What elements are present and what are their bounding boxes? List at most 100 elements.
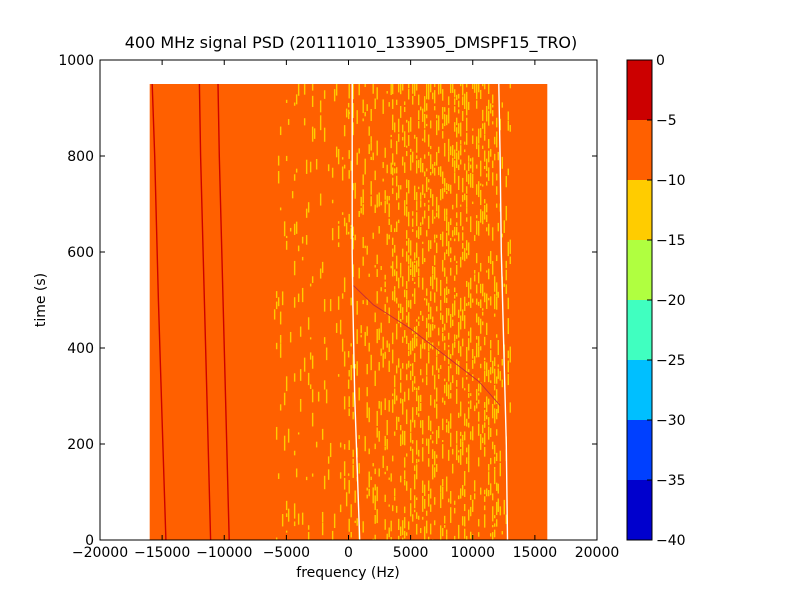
psd-texture xyxy=(378,328,380,340)
psd-texture xyxy=(325,347,328,361)
psd-texture xyxy=(431,365,434,376)
psd-texture xyxy=(443,342,446,351)
psd-texture xyxy=(395,140,398,155)
psd-texture xyxy=(417,459,420,462)
psd-texture xyxy=(291,191,294,199)
psd-texture xyxy=(449,507,452,523)
psd-texture xyxy=(429,145,432,150)
psd-texture xyxy=(399,425,402,431)
psd-texture xyxy=(403,289,406,298)
psd-texture xyxy=(435,347,438,356)
psd-texture xyxy=(481,211,484,221)
psd-texture xyxy=(364,331,366,346)
psd-texture xyxy=(421,516,424,520)
psd-texture xyxy=(411,95,414,105)
psd-texture xyxy=(443,378,446,382)
psd-texture xyxy=(362,300,364,305)
psd-texture xyxy=(275,291,278,298)
psd-texture xyxy=(477,519,480,527)
psd-texture xyxy=(481,311,484,316)
psd-texture xyxy=(331,228,334,241)
psd-texture xyxy=(461,484,464,496)
psd-texture xyxy=(309,352,312,360)
psd-texture xyxy=(463,504,466,512)
psd-texture xyxy=(281,514,284,527)
psd-texture xyxy=(449,238,452,241)
psd-texture xyxy=(463,388,466,391)
psd-texture xyxy=(439,279,442,296)
psd-texture xyxy=(499,371,501,381)
psd-texture xyxy=(427,200,430,203)
psd-texture xyxy=(429,159,432,169)
psd-texture xyxy=(509,239,511,254)
psd-texture xyxy=(405,230,408,239)
psd-texture xyxy=(501,156,503,169)
psd-texture xyxy=(465,535,468,540)
psd-texture xyxy=(376,427,378,438)
psd-texture xyxy=(275,426,278,440)
psd-texture xyxy=(485,173,488,178)
psd-texture xyxy=(411,229,414,232)
psd-texture xyxy=(287,428,290,443)
psd-texture xyxy=(399,368,402,381)
psd-texture xyxy=(376,194,378,208)
psd-texture xyxy=(386,438,388,450)
psd-texture xyxy=(493,456,496,464)
psd-texture xyxy=(441,397,444,403)
signal-trace xyxy=(217,83,230,541)
psd-texture xyxy=(465,240,468,251)
psd-texture xyxy=(390,520,392,532)
psd-texture xyxy=(439,492,442,509)
psd-texture xyxy=(411,293,414,297)
colorbar-tick-label: −10 xyxy=(656,173,686,189)
psd-texture xyxy=(459,84,462,87)
psd-texture xyxy=(405,481,408,491)
psd-texture xyxy=(477,399,480,404)
psd-texture xyxy=(423,526,426,540)
psd-texture xyxy=(479,299,482,309)
psd-texture xyxy=(382,99,384,114)
psd-texture xyxy=(423,298,426,301)
psd-texture xyxy=(409,419,412,432)
psd-texture xyxy=(435,403,438,419)
psd-texture xyxy=(407,312,410,328)
psd-texture xyxy=(491,506,494,522)
psd-texture xyxy=(461,96,464,106)
psd-texture xyxy=(397,303,400,308)
psd-texture xyxy=(421,184,424,195)
psd-texture xyxy=(401,363,404,369)
psd-texture xyxy=(435,234,438,238)
psd-texture xyxy=(457,322,460,338)
psd-texture xyxy=(483,166,486,170)
psd-texture xyxy=(503,499,505,515)
psd-texture xyxy=(437,341,440,346)
psd-texture xyxy=(423,96,426,112)
psd-texture xyxy=(337,148,340,165)
psd-texture xyxy=(497,368,499,379)
psd-texture xyxy=(409,258,412,268)
psd-texture xyxy=(343,277,346,293)
psd-texture xyxy=(395,221,398,232)
psd-texture xyxy=(295,221,298,234)
psd-texture xyxy=(441,188,444,199)
psd-texture xyxy=(376,328,378,344)
psd-texture xyxy=(501,379,503,388)
psd-texture xyxy=(457,450,460,453)
psd-texture xyxy=(323,475,326,490)
psd-texture xyxy=(358,267,360,279)
psd-texture xyxy=(449,218,452,226)
psd-texture xyxy=(350,364,352,381)
psd-texture xyxy=(439,166,442,177)
psd-texture xyxy=(391,505,394,512)
psd-texture xyxy=(463,470,466,486)
psd-texture xyxy=(411,407,414,423)
psd-texture xyxy=(507,168,509,176)
psd-texture xyxy=(372,232,374,239)
psd-texture xyxy=(372,152,374,161)
psd-texture xyxy=(347,231,350,235)
colorbar-segment xyxy=(627,420,652,480)
psd-texture xyxy=(423,154,426,159)
psd-texture xyxy=(425,114,428,119)
psd-texture xyxy=(403,391,406,402)
psd-texture xyxy=(477,128,480,144)
